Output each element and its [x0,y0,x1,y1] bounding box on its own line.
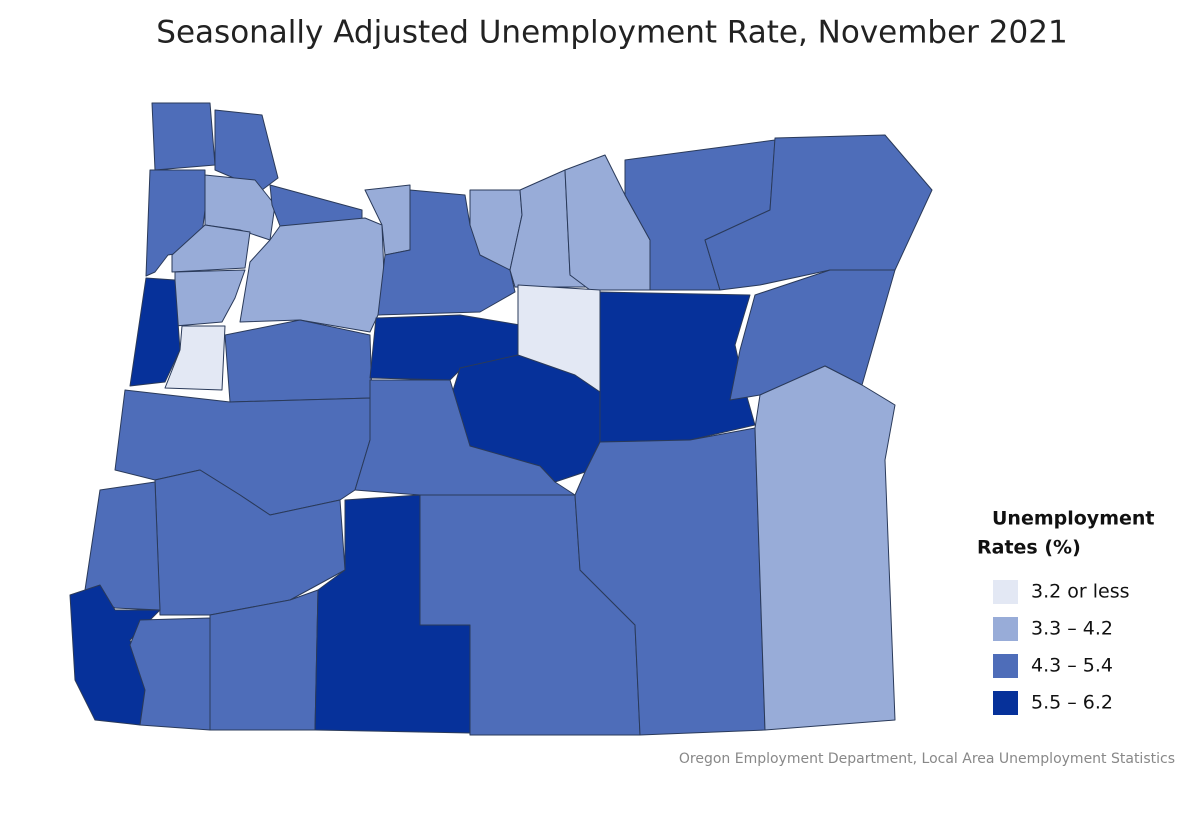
source-note: Oregon Employment Department, Local Area… [679,751,1175,767]
legend-swatch [993,691,1018,715]
legend-title: Unemployment [992,508,1154,530]
county [239,217,386,333]
county [84,481,161,611]
legend-title: Rates (%) [977,537,1081,559]
county [171,224,251,273]
legend-label: 3.3 – 4.2 [1031,618,1113,640]
county [129,617,211,731]
county [354,379,576,496]
county [377,189,516,316]
legend-label: 4.3 – 5.4 [1031,655,1113,677]
county [164,325,226,391]
county [129,277,181,387]
county [154,469,346,616]
county [214,109,279,191]
legend: 3.2 or less 3.3 – 4.2 4.3 – 5.4 5.5 – 6.2 [993,580,1130,715]
county [599,291,756,443]
legend-swatch [993,617,1018,641]
legend-label: 5.5 – 6.2 [1031,692,1113,714]
county [224,319,373,403]
county [704,134,933,291]
oregon-map [69,102,933,736]
county [151,102,216,171]
legend-label: 3.2 or less [1031,581,1130,603]
county [754,365,896,731]
legend-swatch [993,580,1018,604]
legend-swatch [993,654,1018,678]
map-title: Seasonally Adjusted Unemployment Rate, N… [156,15,1067,51]
county [174,269,246,327]
